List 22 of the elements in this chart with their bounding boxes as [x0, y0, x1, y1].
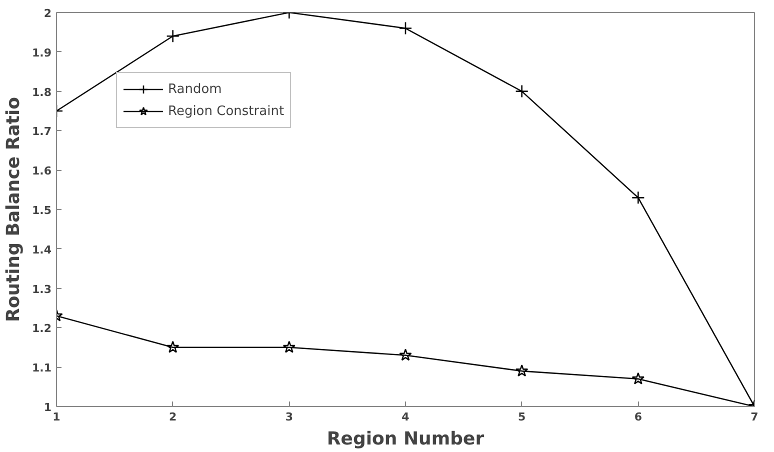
y-tick-label: 1.8: [32, 86, 52, 99]
y-tick-label: 1.2: [32, 322, 52, 336]
y-axis-title: Routing Balance Ratio: [3, 96, 24, 322]
y-tick-label: 1: [44, 401, 52, 414]
y-tick-label: 1.1: [32, 362, 52, 375]
x-axis-title: Region Number: [326, 428, 484, 450]
y-tick-label: 2: [44, 7, 52, 20]
legend-label: Region Constraint: [168, 104, 284, 118]
y-tick-label: 1.5: [32, 204, 52, 217]
y-tick-label: 1.9: [32, 46, 52, 60]
y-tick-label: 1.3: [32, 282, 52, 296]
x-tick-label: 4: [402, 410, 410, 424]
x-tick-label: 2: [169, 410, 177, 424]
legend-label: Random: [168, 82, 222, 96]
y-tick-label: 1.4: [32, 243, 52, 256]
y-tick-label: 1.7: [32, 125, 52, 138]
y-tick-label: 1.6: [32, 164, 52, 178]
x-tick-label: 6: [634, 410, 642, 424]
x-tick-label: 3: [285, 410, 293, 424]
x-tick-label: 7: [750, 410, 758, 424]
x-tick-label: 5: [518, 410, 526, 424]
x-tick-label: 1: [52, 410, 60, 424]
